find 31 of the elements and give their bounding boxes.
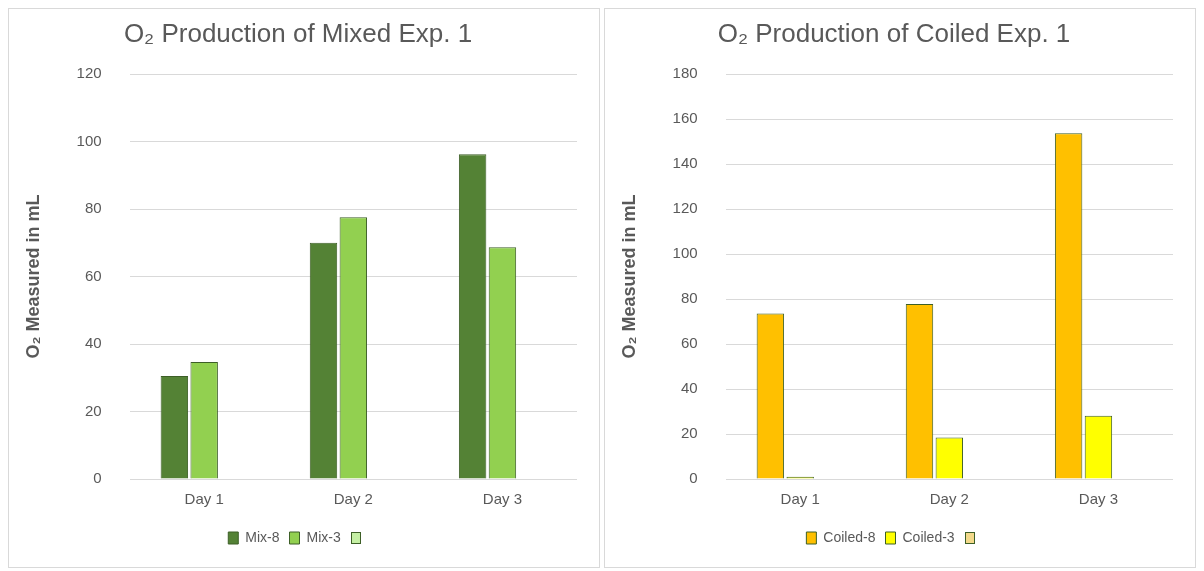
y-tick-label: 100: [672, 244, 698, 262]
y-tick-label: 80: [680, 289, 698, 307]
legend-label: Coiled-3: [902, 528, 955, 545]
y-tick-label: 160: [672, 109, 698, 127]
y-tick-label: 100: [76, 131, 102, 149]
y-tick-label: 0: [93, 469, 102, 487]
legend-label: Coiled-8: [823, 528, 876, 545]
y-tick-label: 20: [84, 401, 102, 419]
chart-title: O₂ Production of Mixed Exp. 1: [123, 17, 473, 48]
y-tick-label: 180: [672, 64, 698, 82]
y-tick-label: 60: [84, 266, 102, 284]
y-tick-label: 60: [680, 334, 698, 352]
y-tick-label: 140: [672, 154, 698, 172]
legend-label: Mix-8: [245, 528, 280, 545]
y-axis-title: O₂ Measured in mL: [22, 194, 43, 359]
chart-title: O₂ Production of Coiled Exp. 1: [717, 17, 1071, 48]
x-tick-label: Day 1: [780, 490, 820, 508]
y-tick-label: 40: [680, 379, 698, 397]
y-tick-label: 120: [76, 64, 102, 82]
x-tick-label: Day 3: [1078, 490, 1119, 508]
y-axis-title: O₂ Measured in mL: [618, 194, 639, 359]
x-tick-label: Day 2: [333, 490, 373, 508]
legend-label: Mix-3: [306, 528, 341, 545]
y-tick-label: 120: [672, 199, 698, 217]
y-tick-label: 0: [689, 469, 698, 487]
y-tick-label: 40: [84, 334, 102, 352]
x-tick-label: Day 2: [929, 490, 969, 508]
y-tick-label: 20: [680, 424, 698, 442]
x-tick-label: Day 1: [184, 490, 224, 508]
y-tick-label: 80: [84, 199, 102, 217]
x-tick-label: Day 3: [482, 490, 523, 508]
